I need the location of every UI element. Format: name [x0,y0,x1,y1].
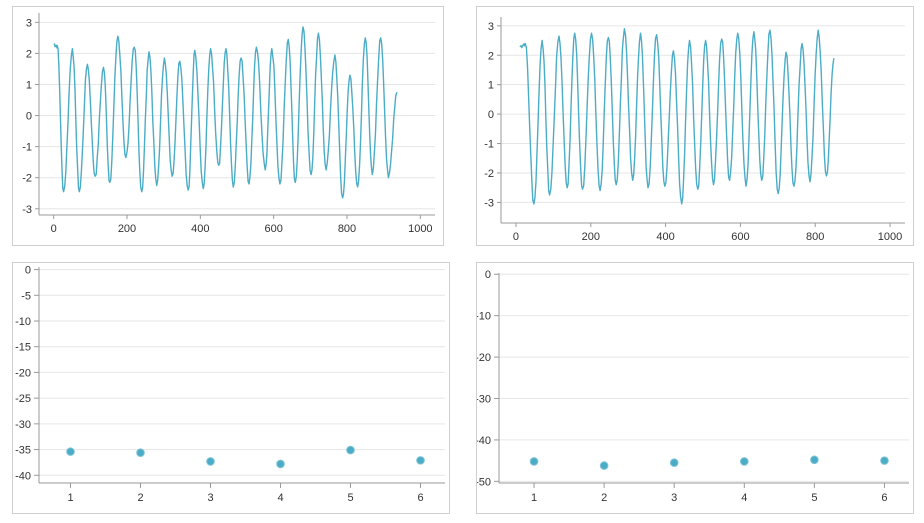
grid-lines [39,269,445,476]
y-tick-label: -25 [15,393,31,405]
line-chart-top-right: -3 -2 -1 0 1 2 3 0 200 400 600 800 1000 [476,6,914,246]
x-tick-label: 200 [582,231,600,243]
y-tick-label: -3 [22,204,32,216]
x-tick-label: 5 [347,492,353,504]
series-group [519,28,835,205]
series-group [53,26,398,199]
y-tick-label: 0 [25,265,31,277]
y-tick-label: -10 [477,311,491,323]
y-tick-label: 1 [26,79,32,91]
x-tick-label: 1 [531,492,537,504]
y-tick-label: -35 [15,445,31,457]
y-tick-label: -40 [477,435,491,447]
data-point [880,456,889,465]
y-tick-label: 1 [488,80,494,92]
y-tick-label: -5 [21,290,31,302]
y-tick-label: 0 [488,109,494,121]
y-tick-label: -20 [15,367,31,379]
x-tick-label: 5 [811,492,817,504]
y-tick-label: -50 [477,476,491,488]
y-tick-label: -2 [22,173,32,185]
y-tick-label: 2 [488,50,494,62]
data-point [206,457,215,466]
data-point [669,458,679,468]
scatter-chart-bottom-left-svg: 0 -5 -10 -15 -20 -25 -30 -35 -40 1 2 3 4 5 6 [15,265,445,504]
scatter-chart-bottom-right: 0 -10 -20 -30 -40 -50 1 2 3 4 5 6 [476,262,914,514]
x-tick-label: 600 [731,231,749,243]
scatter-chart-bottom-left: 0 -5 -10 -15 -20 -25 -30 -35 -40 1 2 3 4 5 6 [12,262,450,514]
x-tick-label: 1 [67,492,73,504]
data-point [136,448,145,457]
grid-lines [501,25,905,203]
y-tick-label: 2 [26,48,32,60]
y-tick-label: -2 [484,168,494,180]
y-tick-label: -15 [15,342,31,354]
data-point [529,457,539,466]
line-chart-top-left-svg: -3 -2 -1 0 1 2 3 0 200 400 600 800 1000 [22,13,435,235]
y-tick-label: -3 [484,197,494,209]
y-tick-label: 3 [488,21,494,33]
x-tick-label: 0 [513,231,519,243]
y-tick-label: 3 [26,17,32,29]
x-tick-label: 3 [207,492,213,504]
series-line [53,26,398,199]
x-tick-label: 400 [191,223,209,235]
series-line [519,28,835,205]
line-chart-top-left: -3 -2 -1 0 1 2 3 0 200 400 600 800 1000 [12,6,444,246]
scatter-chart-bottom-right-svg: 0 -10 -20 -30 -40 -50 1 2 3 4 5 6 [477,269,909,504]
data-point [739,457,749,466]
x-tick-label: 4 [741,492,747,504]
data-point [599,461,609,470]
y-tick-label: 0 [26,111,32,123]
data-point [66,447,75,456]
x-tick-label: 2 [137,492,143,504]
y-tick-label: -40 [15,470,31,482]
y-tick-label: -20 [477,352,491,364]
x-tick-label: 600 [264,223,282,235]
grid-lines [499,273,909,482]
series-group [529,455,889,470]
y-tick-label: -1 [22,142,32,154]
x-tick-label: 2 [601,492,607,504]
y-tick-label: -1 [484,139,494,151]
x-tick-label: 800 [338,223,356,235]
x-tick-label: 800 [806,231,824,243]
data-point [416,456,425,465]
y-tick-label: 0 [485,269,491,281]
x-tick-label: 400 [656,231,674,243]
data-point [276,459,285,469]
x-tick-label: 1000 [408,223,432,235]
x-tick-label: 6 [417,492,423,504]
x-tick-label: 200 [118,223,136,235]
x-tick-label: 3 [671,492,677,504]
x-tick-label: 0 [51,223,57,235]
x-tick-label: 1000 [878,231,902,243]
y-tick-label: -30 [15,419,31,431]
y-tick-label: -30 [477,394,491,406]
series-group [66,445,425,469]
x-tick-label: 6 [881,492,887,504]
y-tick-label: -10 [15,316,31,328]
data-point [810,455,819,465]
x-tick-label: 4 [277,492,283,504]
line-chart-top-right-svg: -3 -2 -1 0 1 2 3 0 200 400 600 800 1000 [484,17,905,243]
data-point [346,445,355,455]
